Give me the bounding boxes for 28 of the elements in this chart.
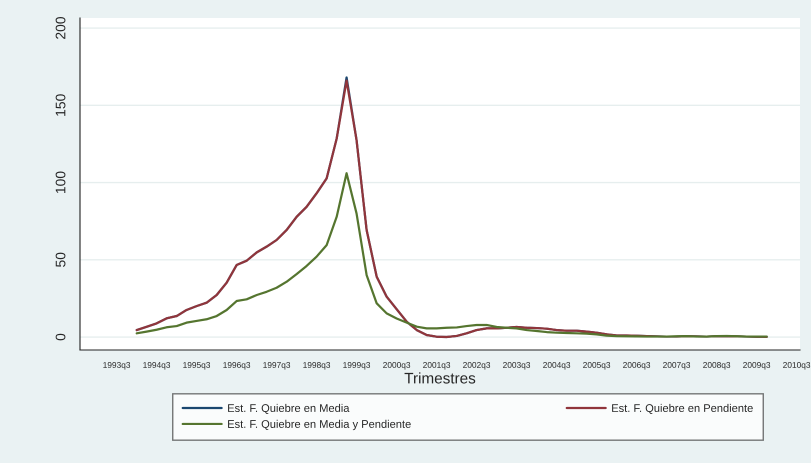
x-tick-label: 1997q3 [263, 362, 290, 370]
x-tick-label: 2005q3 [583, 362, 610, 370]
legend-label: Est. F. Quiebre en Media [228, 404, 350, 414]
x-tick-label: 1996q3 [223, 362, 250, 370]
legend-label: Est. F. Quiebre en Pendiente [612, 404, 753, 414]
x-tick-label: 2009q3 [743, 362, 770, 370]
x-tick-label: 1998q3 [303, 362, 330, 370]
x-tick-label: 2007q3 [663, 362, 690, 370]
line-series [136, 172, 768, 338]
y-tick-label: 150 [56, 94, 66, 116]
x-tick-label: 1999q3 [343, 362, 370, 370]
x-tick-label: 1993q3 [103, 362, 130, 370]
y-tick-label: 100 [56, 171, 66, 194]
y-tick-label: 50 [56, 252, 66, 267]
x-tick-label: 1995q3 [183, 362, 210, 370]
x-tick-label: 2010q3 [783, 362, 810, 370]
x-tick-label: 2003q3 [503, 362, 530, 370]
x-tick-label: 2004q3 [543, 362, 570, 370]
legend-label: Est. F. Quiebre en Media y Pendiente [228, 420, 411, 430]
x-tick-label: 2006q3 [623, 362, 650, 370]
x-tick-label: 2001q3 [423, 362, 450, 370]
x-tick-label: 2002q3 [463, 362, 490, 370]
x-tick-label: 1994q3 [143, 362, 170, 370]
x-axis-title: Trimestres [404, 372, 476, 384]
y-tick-label: 0 [56, 334, 66, 340]
x-tick-label: 2000q3 [383, 362, 410, 370]
y-tick-label: 200 [56, 17, 66, 39]
x-tick-label: 2008q3 [703, 362, 730, 370]
